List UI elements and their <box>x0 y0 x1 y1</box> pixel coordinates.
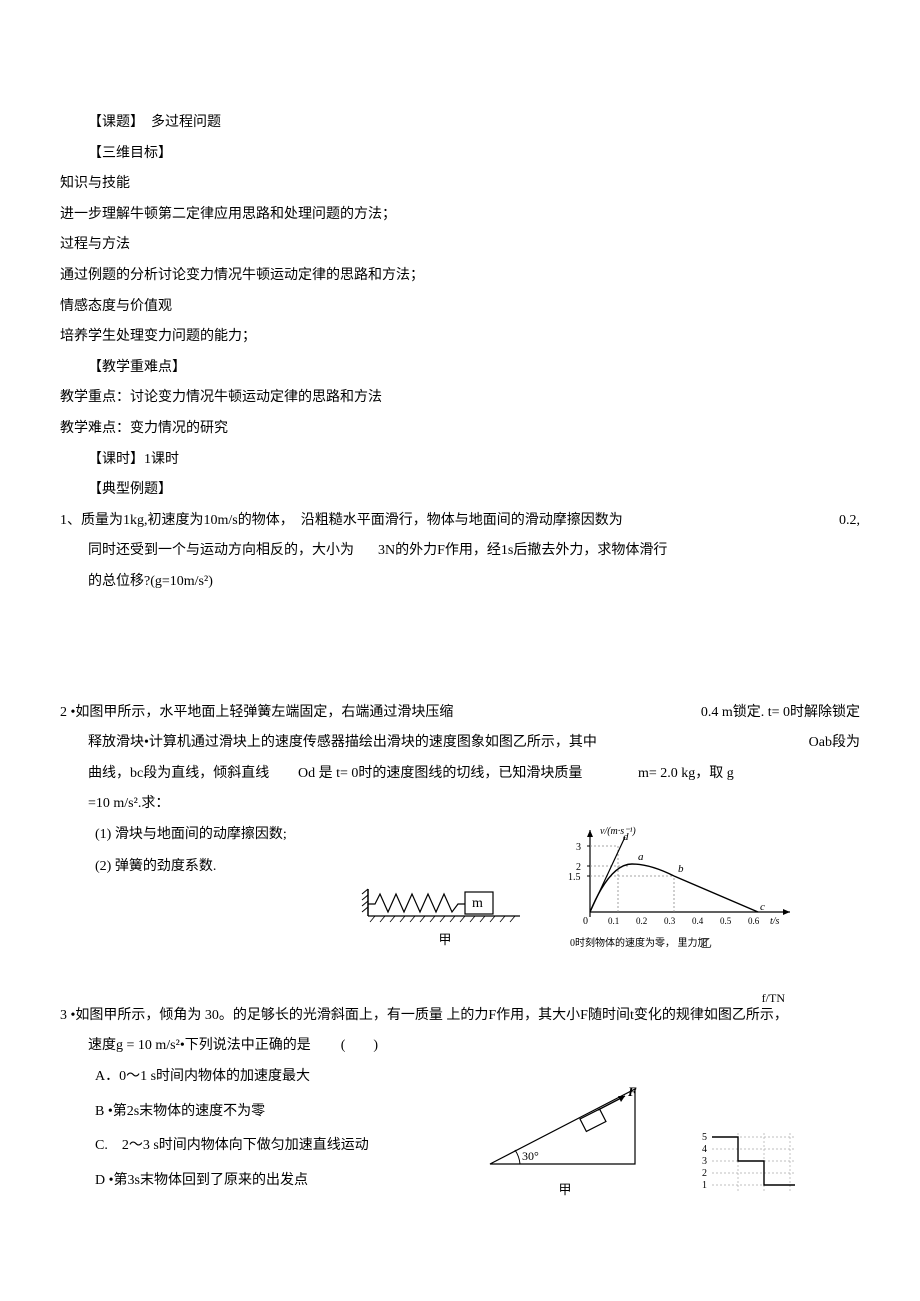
q2-line3a: 曲线，bc段为直线，倾斜直线 <box>88 761 298 788</box>
svg-text:v/(m·s⁻¹): v/(m·s⁻¹) <box>600 826 636 837</box>
q2-note: 0时刻物体的速度为零， <box>570 938 675 949</box>
q2-line3c: m= 2.0 kg，取 g <box>638 761 734 788</box>
process-content: 通过例题的分析讨论变力情况牛顿运动定律的思路和方法； <box>60 263 860 290</box>
svg-text:0.1: 0.1 <box>608 916 619 926</box>
svg-text:b: b <box>678 863 684 875</box>
svg-text:F: F <box>627 1084 637 1099</box>
q1-line2: 同时还受到一个与运动方向相反的，大小为 3N的外力F作用，经1s后撤去外力，求物… <box>60 538 860 565</box>
q1-line2a: 同时还受到一个与运动方向相反的，大小为 <box>88 538 378 565</box>
q3-optB: B •第2s末物体的速度不为零 <box>95 1099 480 1126</box>
svg-text:30°: 30° <box>522 1149 539 1163</box>
attitude-label: 情感态度与价值观 <box>60 294 860 321</box>
svg-text:2: 2 <box>702 1168 707 1179</box>
q2-caption-yi: 乙 <box>700 932 712 955</box>
q2-figure-jia: m 甲 <box>360 874 530 953</box>
svg-text:0: 0 <box>583 916 588 927</box>
svg-text:1: 1 <box>702 1180 707 1191</box>
q3-optD: D •第3s末物体回到了原来的出发点 <box>95 1168 480 1195</box>
examples-label: 【典型例题】 <box>60 477 860 504</box>
q2-line3b: Od 是 t= 0时的速度图线的切线，已知滑块质量 <box>298 761 638 788</box>
svg-text:1.5: 1.5 <box>568 872 581 883</box>
svg-text:0.3: 0.3 <box>664 916 676 926</box>
focus: 教学重点：讨论变力情况牛顿运动定律的思路和方法 <box>60 385 860 412</box>
svg-text:2: 2 <box>576 862 581 873</box>
mass-label: m <box>472 896 483 911</box>
title: 【课题】 多过程问题 <box>60 110 860 137</box>
difficulty-label: 【教学重难点】 <box>60 355 860 382</box>
svg-text:0.2: 0.2 <box>636 916 647 926</box>
q1-line1b: 0.2, <box>839 508 860 535</box>
svg-text:3: 3 <box>576 842 581 853</box>
q2-caption-jia: 甲 <box>360 928 530 953</box>
hours: 【课时】1课时 <box>60 447 860 474</box>
q3-caption-jia: 甲 <box>480 1178 650 1203</box>
q3-ftn-label: f/TN <box>762 987 785 1010</box>
goals-label: 【三维目标】 <box>60 141 860 168</box>
svg-text:d: d <box>623 831 629 843</box>
svg-text:0.5: 0.5 <box>720 916 732 926</box>
q2-line1a: 2 •如图甲所示，水平地面上轻弹簧左端固定，右端通过滑块压缩 <box>60 700 453 727</box>
q3-line1a: 3 •如图甲所示，倾角为 30。的足够长的光滑斜面上，有一质量 上的力F作用，其… <box>60 1003 788 1030</box>
q3-line2b: ( ) <box>341 1033 378 1060</box>
svg-text:4: 4 <box>702 1144 707 1155</box>
process-label: 过程与方法 <box>60 232 860 259</box>
svg-text:t/s: t/s <box>770 916 780 927</box>
q3-optA: A．0～1 s时间内物体的加速度最大 <box>95 1064 480 1091</box>
svg-text:5: 5 <box>702 1132 707 1143</box>
q3-figure-incline: 30° F 甲 <box>480 1074 650 1203</box>
svg-text:0.4: 0.4 <box>692 916 704 926</box>
q1-line3: 的总位移?(g=10m/s²) <box>60 569 860 596</box>
q2-line1: 2 •如图甲所示，水平地面上轻弹簧左端固定，右端通过滑块压缩 0.4 m锁定. … <box>60 700 860 727</box>
q1-line1a: 1、质量为1kg,初速度为10m/s的物体， 沿粗糙水平面滑行，物体与地面间的滑… <box>60 508 623 535</box>
q2-line2a: 释放滑块•计算机通过滑块上的速度传感器描绘出滑块的速度图象如图乙所示，其中 <box>88 730 597 757</box>
q2-figure-yi: 1.5 2 3 0.1 0.2 0.3 0.4 0.5 0.6 0 t/s v/… <box>560 822 810 953</box>
q2-line3: 曲线，bc段为直线，倾斜直线 Od 是 t= 0时的速度图线的切线，已知滑块质量… <box>60 761 860 788</box>
q3-line1: 3 •如图甲所示，倾角为 30。的足够长的光滑斜面上，有一质量 上的力F作用，其… <box>60 1003 860 1030</box>
knowledge-content: 进一步理解牛顿第二定律应用思路和处理问题的方法； <box>60 202 860 229</box>
q2-sub1: (1) 滑块与地面间的动摩擦因数; <box>95 822 360 849</box>
q2-line2: 释放滑块•计算机通过滑块上的速度传感器描绘出滑块的速度图象如图乙所示，其中 Oa… <box>60 730 860 757</box>
attitude-content: 培养学生处理变力问题的能力； <box>60 324 860 351</box>
q2-line4: =10 m/s².求： <box>60 791 860 818</box>
svg-text:0.6: 0.6 <box>748 916 760 926</box>
q3-line2a: 速度g = 10 m/s²•下列说法中正确的是 <box>88 1033 311 1060</box>
q3-optC: C. 2～3 s时间内物体向下做匀加速直线运动 <box>95 1133 480 1160</box>
q1-line1: 1、质量为1kg,初速度为10m/s的物体， 沿粗糙水平面滑行，物体与地面间的滑… <box>60 508 860 535</box>
q2-sub2: (2) 弹簧的劲度系数. <box>95 854 360 881</box>
svg-text:3: 3 <box>702 1156 707 1167</box>
q3-figure-ft: 1 2 3 4 5 <box>700 1113 810 1203</box>
difficulty: 教学难点：变力情况的研究 <box>60 416 860 443</box>
q2-line2b: Oab段为 <box>809 730 860 757</box>
q1-line2b: 3N的外力F作用，经1s后撤去外力，求物体滑行 <box>378 538 667 565</box>
knowledge-label: 知识与技能 <box>60 171 860 198</box>
svg-text:c: c <box>760 901 765 913</box>
svg-text:a: a <box>638 851 644 863</box>
q3-line2: 速度g = 10 m/s²•下列说法中正确的是 ( ) <box>60 1033 860 1060</box>
q2-line1b: 0.4 m锁定. t= 0时解除锁定 <box>701 700 860 727</box>
